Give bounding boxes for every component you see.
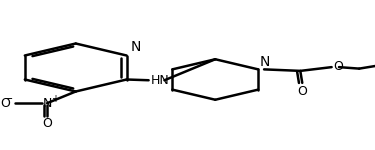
Text: HN: HN [151,74,170,87]
Text: O: O [42,117,52,130]
Text: N: N [260,55,270,69]
Text: O: O [297,85,307,98]
Text: O: O [333,60,344,73]
Text: +: + [51,94,59,104]
Text: N: N [131,40,141,54]
Text: O: O [0,97,10,110]
Text: −: − [4,94,13,104]
Text: N: N [42,97,52,110]
